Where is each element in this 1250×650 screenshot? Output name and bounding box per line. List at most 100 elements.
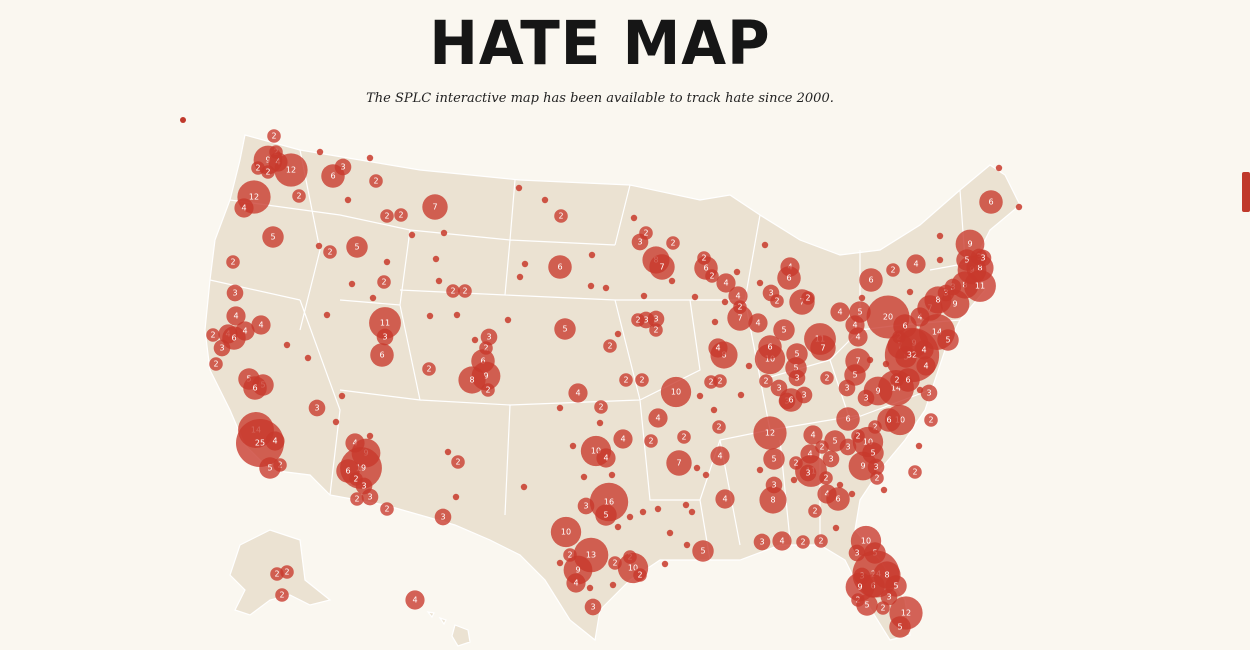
marker[interactable]: 6 (859, 268, 883, 292)
marker[interactable]: 4 (596, 448, 616, 468)
marker[interactable]: 3 (799, 464, 817, 482)
marker-bubble[interactable] (236, 419, 284, 467)
marker[interactable]: 5 (889, 616, 911, 638)
marker-bubble[interactable] (380, 209, 394, 223)
marker-bubble[interactable] (937, 329, 959, 351)
marker-bubble[interactable] (880, 588, 898, 606)
marker[interactable]: 5 (262, 226, 284, 248)
marker[interactable]: 2 (446, 284, 460, 298)
marker[interactable]: 2 (649, 323, 663, 337)
marker[interactable]: 3 (577, 497, 595, 515)
marker[interactable]: 3 (361, 488, 379, 506)
marker[interactable]: 2 (267, 129, 281, 143)
marker[interactable]: 4 (613, 429, 633, 449)
marker[interactable]: 2 (209, 357, 223, 371)
marker[interactable]: 2 (631, 313, 645, 327)
marker[interactable]: 2 (704, 375, 718, 389)
marker[interactable]: 2 (458, 284, 472, 298)
marker-bubble[interactable] (596, 448, 616, 468)
marker-bubble[interactable] (666, 450, 692, 476)
marker-bubble[interactable] (262, 226, 284, 248)
marker[interactable]: 6 (548, 255, 572, 279)
marker[interactable]: 10 (550, 516, 582, 548)
marker[interactable]: 5 (692, 540, 714, 562)
marker[interactable]: 2 (801, 291, 815, 305)
marker-bubble[interactable] (405, 590, 425, 610)
marker-bubble[interactable] (920, 384, 938, 402)
marker-bubble[interactable] (728, 286, 748, 306)
marker-bubble[interactable] (270, 567, 284, 581)
marker[interactable]: 5 (259, 457, 281, 479)
marker-bubble[interactable] (458, 366, 486, 394)
marker[interactable]: 4 (772, 531, 792, 551)
marker-bubble[interactable] (234, 198, 254, 218)
marker[interactable]: 4 (916, 356, 936, 376)
marker[interactable]: 6 (370, 343, 394, 367)
marker[interactable]: 2 (814, 534, 828, 548)
marker-bubble[interactable] (595, 504, 617, 526)
marker-bubble[interactable] (789, 456, 803, 470)
marker[interactable]: 2 (350, 492, 364, 506)
marker-bubble[interactable] (796, 535, 810, 549)
marker[interactable]: 2 (481, 383, 495, 397)
marker-bubble[interactable] (480, 328, 498, 346)
marker-bubble[interactable] (886, 263, 900, 277)
marker[interactable]: 4 (848, 327, 868, 347)
marker-bubble[interactable] (361, 488, 379, 506)
marker[interactable]: 11 (369, 307, 401, 339)
marker-bubble[interactable] (323, 245, 337, 259)
marker-bubble[interactable] (889, 616, 911, 638)
marker-bubble[interactable] (613, 429, 633, 449)
marker-bubble[interactable] (845, 572, 875, 602)
marker[interactable]: 2 (394, 208, 408, 222)
marker-bubble[interactable] (568, 383, 588, 403)
marker-bubble[interactable] (446, 284, 460, 298)
marker-bubble[interactable] (964, 270, 996, 302)
marker-bubble[interactable] (554, 318, 576, 340)
marker-bubble[interactable] (715, 489, 735, 509)
marker[interactable]: 2 (876, 601, 890, 615)
marker[interactable]: 2 (796, 535, 810, 549)
marker[interactable]: 3 (974, 249, 992, 267)
marker-bubble[interactable] (803, 425, 823, 445)
marker[interactable]: 3 (334, 158, 352, 176)
marker[interactable]: 11 (964, 270, 996, 302)
marker-bubble[interactable] (458, 284, 472, 298)
marker-bubble[interactable] (830, 302, 850, 322)
marker-bubble[interactable] (856, 594, 878, 616)
marker[interactable]: 2 (633, 568, 647, 582)
marker[interactable]: 2 (733, 300, 747, 314)
marker[interactable]: 2 (635, 373, 649, 387)
marker[interactable]: 5 (595, 504, 617, 526)
marker[interactable]: 2 (644, 434, 658, 448)
marker-bubble[interactable] (648, 408, 668, 428)
marker-bubble[interactable] (370, 343, 394, 367)
marker[interactable]: 3 (920, 384, 938, 402)
marker[interactable]: 3 (770, 379, 788, 397)
marker[interactable]: 5 (937, 329, 959, 351)
marker[interactable]: 25 (236, 419, 284, 467)
marker[interactable]: 2 (890, 373, 904, 387)
marker-bubble[interactable] (710, 446, 730, 466)
marker[interactable]: 6 (877, 408, 901, 432)
marker-bubble[interactable] (777, 266, 801, 290)
marker-bubble[interactable] (801, 291, 815, 305)
marker-bubble[interactable] (814, 534, 828, 548)
marker[interactable]: 5 (824, 430, 846, 452)
marker[interactable]: 4 (251, 315, 271, 335)
marker[interactable]: 5 (862, 442, 884, 464)
marker-bubble[interactable] (763, 448, 785, 470)
marker[interactable]: 4 (716, 273, 736, 293)
marker[interactable]: 2 (380, 209, 394, 223)
marker[interactable]: 3 (838, 379, 856, 397)
marker[interactable]: 3 (822, 450, 840, 468)
marker-bubble[interactable] (644, 434, 658, 448)
marker[interactable]: 4 (748, 313, 768, 333)
marker[interactable]: 7 (649, 254, 675, 280)
marker-bubble[interactable] (877, 408, 901, 432)
marker[interactable]: 4 (803, 425, 823, 445)
marker-bubble[interactable] (708, 338, 728, 358)
marker[interactable]: 2 (206, 328, 220, 342)
marker[interactable]: 2 (908, 465, 922, 479)
marker-bubble[interactable] (226, 255, 240, 269)
